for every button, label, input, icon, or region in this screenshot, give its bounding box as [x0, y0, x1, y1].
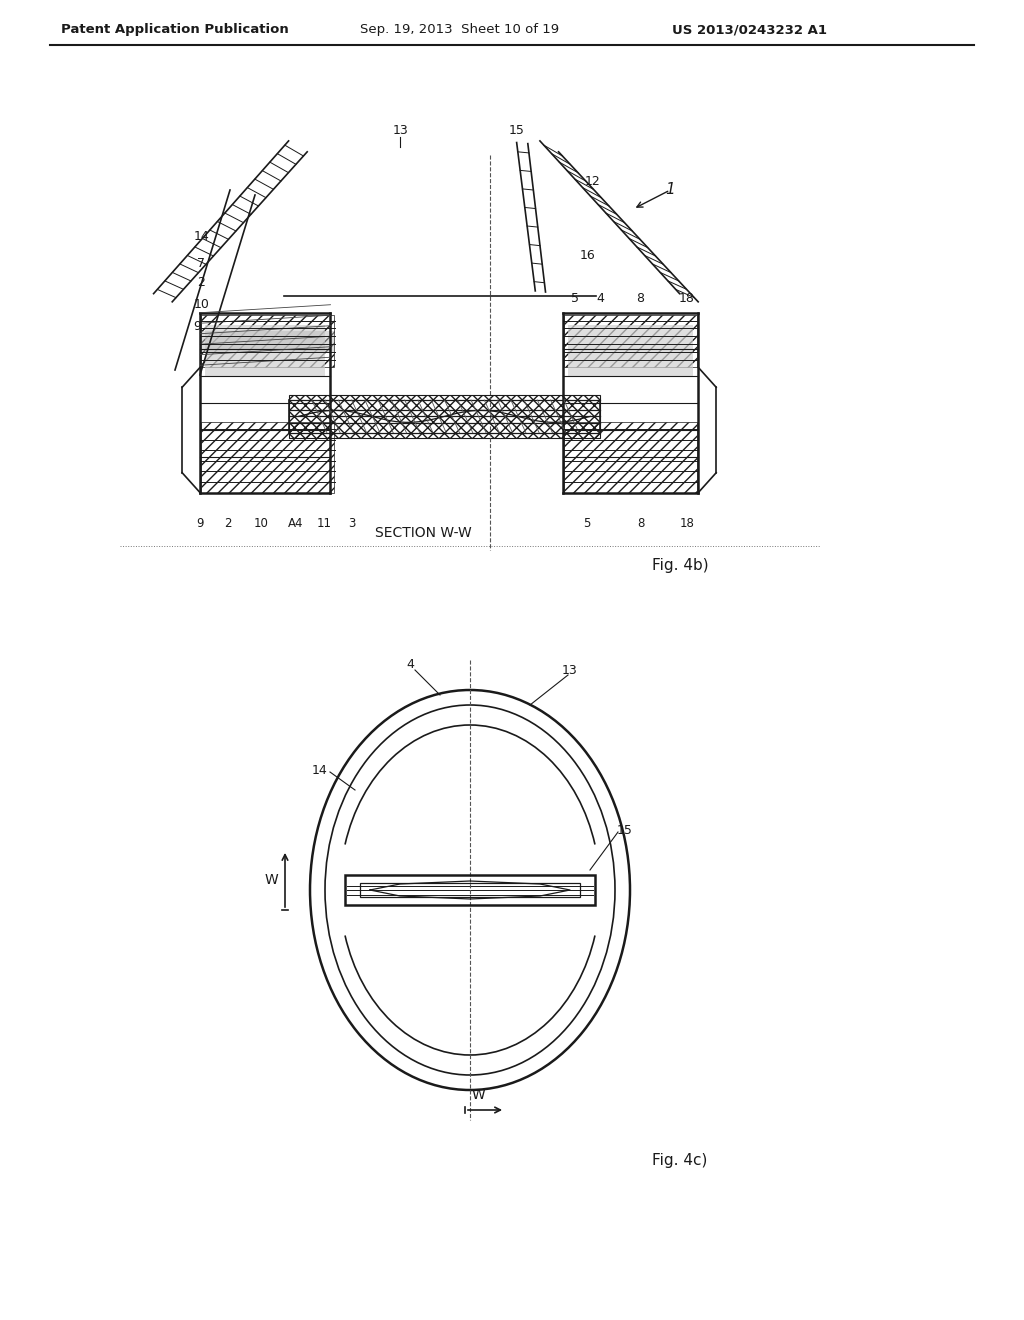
- Text: 13: 13: [562, 664, 578, 676]
- Bar: [564, 315, 697, 367]
- Text: 9: 9: [193, 319, 201, 333]
- Text: 8: 8: [637, 292, 644, 305]
- Text: 2: 2: [198, 276, 206, 289]
- Text: SECTION W-W: SECTION W-W: [375, 527, 472, 540]
- Text: Patent Application Publication: Patent Application Publication: [61, 24, 289, 37]
- Bar: [201, 315, 334, 367]
- Bar: [345, 875, 595, 906]
- Text: 15: 15: [617, 824, 633, 837]
- Text: 7: 7: [198, 257, 206, 271]
- Text: 1: 1: [666, 182, 675, 198]
- Text: A4: A4: [289, 517, 304, 531]
- Bar: [201, 331, 334, 351]
- Text: 11: 11: [316, 517, 332, 531]
- Bar: [568, 325, 693, 376]
- Text: 3: 3: [348, 517, 355, 531]
- Text: 9: 9: [197, 517, 204, 531]
- Text: 14: 14: [194, 230, 209, 243]
- Text: 8: 8: [637, 517, 644, 531]
- Bar: [564, 422, 697, 492]
- Bar: [205, 325, 326, 376]
- Text: 5: 5: [571, 292, 580, 305]
- Text: Fig. 4c): Fig. 4c): [652, 1152, 708, 1167]
- Text: 10: 10: [194, 298, 209, 312]
- Text: 16: 16: [580, 249, 595, 261]
- Text: Fig. 4b): Fig. 4b): [651, 558, 709, 573]
- Text: US 2013/0243232 A1: US 2013/0243232 A1: [673, 24, 827, 37]
- Text: Sep. 19, 2013  Sheet 10 of 19: Sep. 19, 2013 Sheet 10 of 19: [360, 24, 559, 37]
- Bar: [360, 883, 580, 898]
- Text: 18: 18: [679, 292, 695, 305]
- Text: 12: 12: [585, 176, 600, 189]
- Bar: [289, 395, 600, 438]
- Text: 15: 15: [509, 124, 524, 136]
- Text: 18: 18: [680, 517, 694, 531]
- Text: W: W: [471, 1088, 485, 1102]
- Text: 14: 14: [312, 763, 328, 776]
- Bar: [201, 422, 334, 492]
- Text: W: W: [264, 873, 278, 887]
- Text: 10: 10: [253, 517, 268, 531]
- Text: 4: 4: [597, 292, 604, 305]
- Text: 4: 4: [407, 659, 414, 672]
- Text: 2: 2: [224, 517, 231, 531]
- Text: 5: 5: [583, 517, 590, 531]
- Text: 13: 13: [392, 124, 409, 136]
